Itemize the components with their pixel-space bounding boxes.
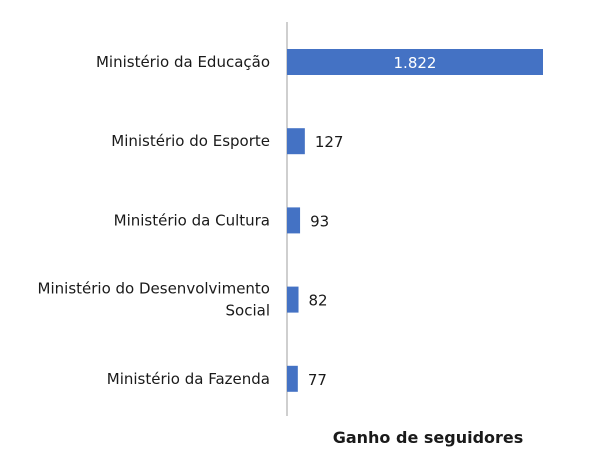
bar <box>287 365 298 392</box>
value-labels-group: 1.822 127 93 82 77 <box>308 54 437 389</box>
category-label: Ministério do Desenvolvimento <box>38 280 270 298</box>
category-label: Social <box>226 302 270 320</box>
bar <box>287 128 305 155</box>
category-labels-group: Ministério da Educação Ministério do Espo… <box>38 53 270 388</box>
data-label: 82 <box>309 292 328 310</box>
category-label: Ministério do Esporte <box>111 132 270 150</box>
category-label: Ministério da Fazenda <box>107 370 270 388</box>
data-label: 93 <box>310 212 329 230</box>
bar <box>287 207 301 234</box>
data-label: 77 <box>308 371 327 389</box>
bars-group <box>287 49 543 392</box>
bar <box>287 286 299 313</box>
data-label: 1.822 <box>394 54 437 72</box>
x-axis-title: Ganho de seguidores <box>333 428 524 447</box>
category-label: Ministério da Cultura <box>114 211 270 229</box>
data-label: 127 <box>315 133 344 151</box>
bar <box>287 49 543 75</box>
category-label: Ministério da Educação <box>96 53 270 71</box>
